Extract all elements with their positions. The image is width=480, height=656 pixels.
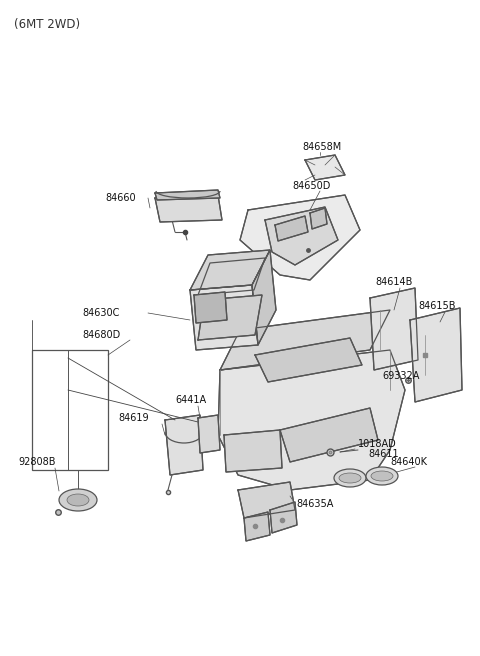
- Text: 1018AD: 1018AD: [358, 439, 397, 449]
- Text: 84630C: 84630C: [82, 308, 120, 318]
- Polygon shape: [275, 216, 308, 241]
- Text: 84611: 84611: [368, 449, 398, 459]
- Text: 84635A: 84635A: [296, 499, 334, 509]
- Polygon shape: [224, 430, 282, 472]
- Polygon shape: [218, 350, 405, 490]
- Ellipse shape: [339, 473, 361, 483]
- Text: 84614B: 84614B: [375, 277, 412, 287]
- Text: (6MT 2WD): (6MT 2WD): [14, 18, 80, 31]
- Polygon shape: [198, 415, 220, 453]
- Text: 6441A: 6441A: [175, 395, 206, 405]
- Text: 84619: 84619: [118, 413, 149, 423]
- Text: 84658M: 84658M: [302, 142, 341, 152]
- Polygon shape: [255, 338, 362, 382]
- Ellipse shape: [366, 467, 398, 485]
- Polygon shape: [252, 250, 276, 345]
- Polygon shape: [370, 288, 418, 370]
- Ellipse shape: [371, 471, 393, 481]
- Ellipse shape: [59, 489, 97, 511]
- Text: 84660: 84660: [105, 193, 136, 203]
- Polygon shape: [155, 190, 220, 200]
- Polygon shape: [198, 295, 262, 340]
- Polygon shape: [165, 415, 203, 475]
- Text: 84640K: 84640K: [390, 457, 427, 467]
- Polygon shape: [190, 250, 270, 290]
- Polygon shape: [155, 195, 222, 222]
- Ellipse shape: [334, 469, 366, 487]
- Polygon shape: [265, 207, 338, 265]
- Text: 84680D: 84680D: [82, 330, 120, 340]
- Text: 84650D: 84650D: [292, 181, 330, 191]
- Polygon shape: [194, 292, 227, 323]
- Polygon shape: [190, 285, 258, 350]
- Text: 69332A: 69332A: [382, 371, 420, 381]
- Polygon shape: [238, 482, 295, 518]
- Polygon shape: [220, 310, 390, 370]
- Polygon shape: [310, 208, 327, 229]
- Text: 92808B: 92808B: [18, 457, 56, 467]
- Polygon shape: [410, 308, 462, 402]
- Ellipse shape: [67, 494, 89, 506]
- Polygon shape: [280, 408, 378, 462]
- Polygon shape: [240, 195, 360, 280]
- Polygon shape: [244, 512, 270, 541]
- Polygon shape: [305, 155, 345, 180]
- Text: 84615B: 84615B: [418, 301, 456, 311]
- Polygon shape: [270, 502, 297, 533]
